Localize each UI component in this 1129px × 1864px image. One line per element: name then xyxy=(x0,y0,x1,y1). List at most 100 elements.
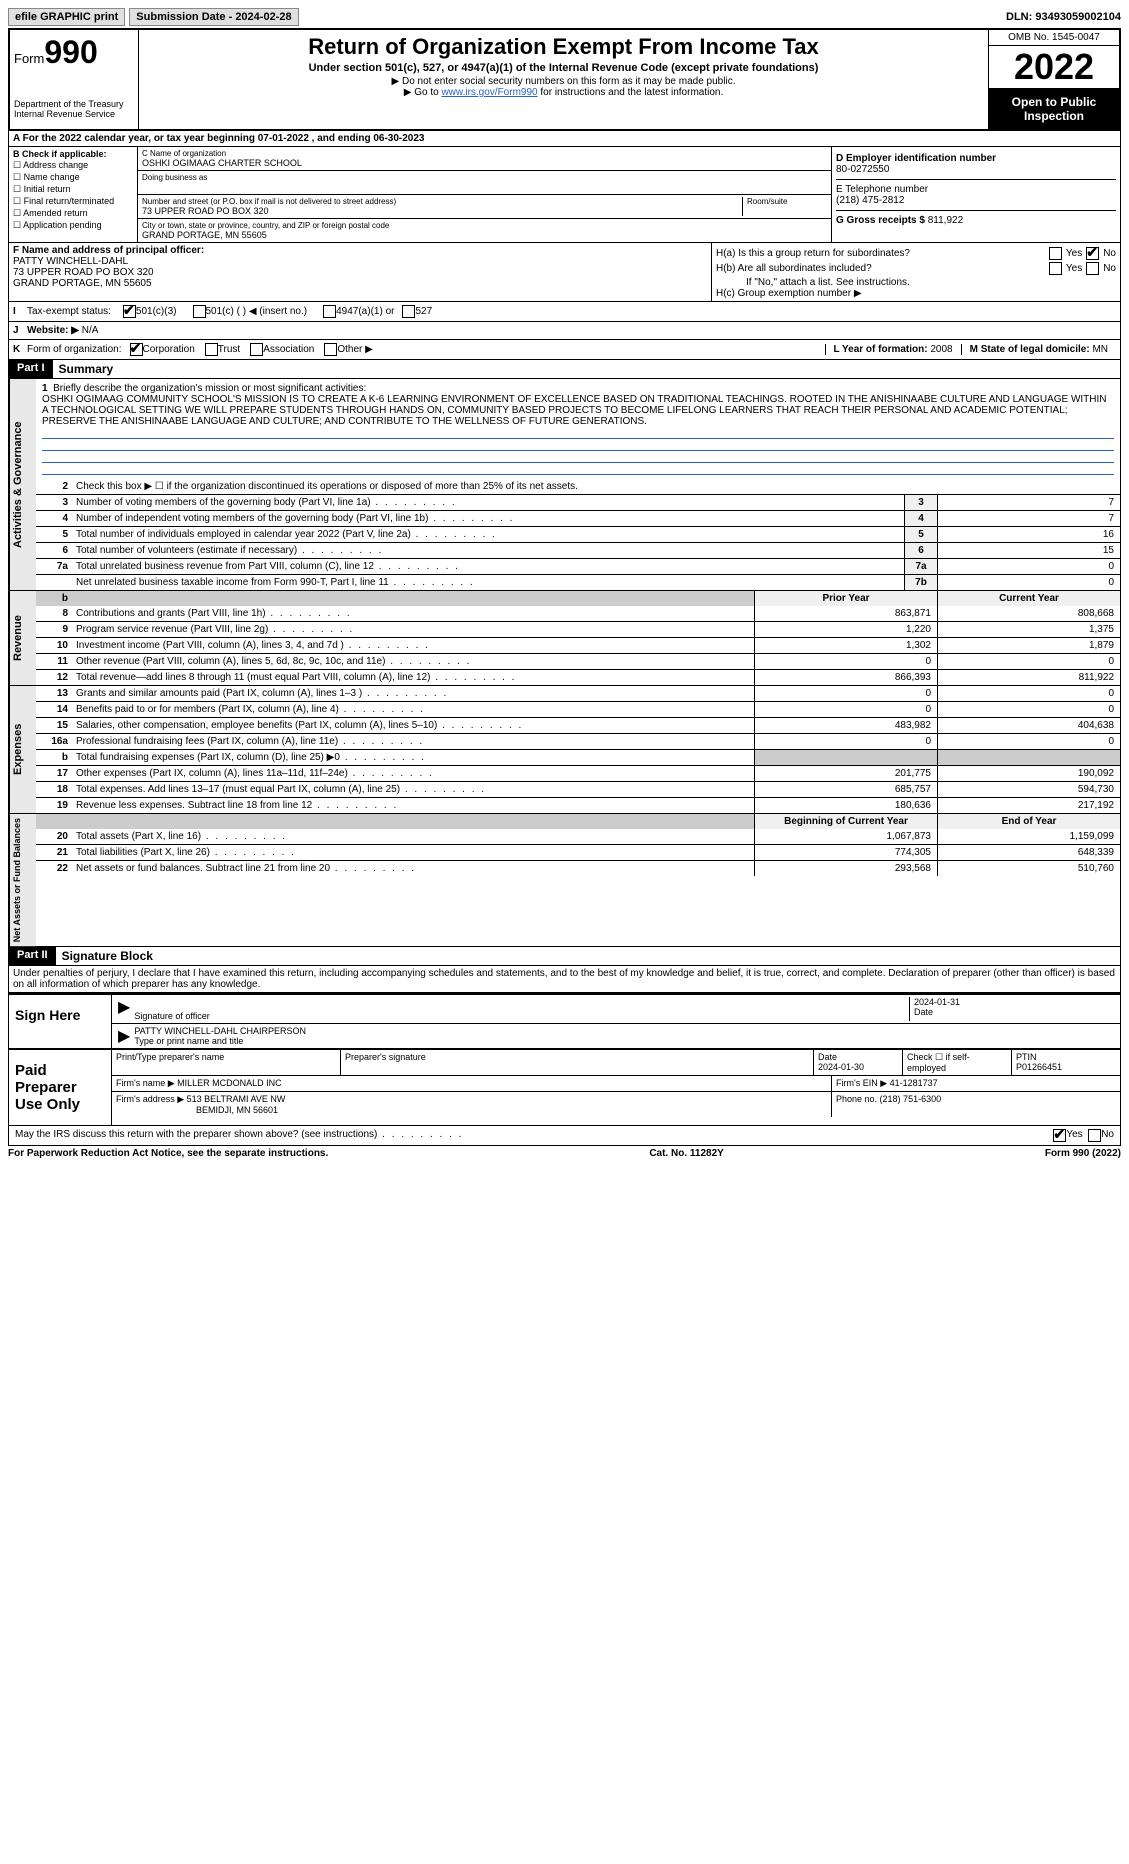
mission-label: Briefly describe the organization's miss… xyxy=(53,383,366,394)
irs-yes[interactable] xyxy=(1053,1129,1066,1142)
gross-value: 811,922 xyxy=(928,215,963,226)
part2-header: Part II Signature Block xyxy=(8,947,1121,966)
hb-yes[interactable] xyxy=(1049,262,1062,275)
chk-501c[interactable] xyxy=(193,305,206,318)
firm-label: Firm's name ▶ xyxy=(116,1078,177,1088)
period-a: For the 2022 calendar year, or tax year … xyxy=(23,133,258,144)
exp-section: Expenses 13Grants and similar amounts pa… xyxy=(8,686,1121,814)
note2-pre: ▶ Go to xyxy=(404,87,442,98)
officer-group-row: F Name and address of principal officer:… xyxy=(8,243,1121,302)
data-line: 21Total liabilities (Part X, line 26)774… xyxy=(36,844,1120,860)
irs-q-text: May the IRS discuss this return with the… xyxy=(15,1129,1053,1142)
rev-hdr: b Prior Year Current Year xyxy=(36,591,1120,606)
hb-no[interactable] xyxy=(1086,262,1099,275)
footer-right: Form 990 (2022) xyxy=(1045,1148,1121,1159)
chk-other[interactable] xyxy=(324,343,337,356)
irs-link[interactable]: www.irs.gov/Form990 xyxy=(441,87,537,98)
dln-label: DLN: 93493059002104 xyxy=(1006,11,1121,23)
dept-label: Department of the Treasury Internal Reve… xyxy=(14,99,134,119)
tax-period-row: A For the 2022 calendar year, or tax yea… xyxy=(8,131,1121,147)
form-title: Return of Organization Exempt From Incom… xyxy=(143,34,984,60)
ein-label: D Employer identification number xyxy=(836,153,996,164)
entity-block: B Check if applicable: ☐ Address change … xyxy=(8,147,1121,243)
rev-vlabel: Revenue xyxy=(9,591,36,685)
m-value: MN xyxy=(1092,344,1108,355)
part1-tag: Part I xyxy=(9,360,53,378)
room-label: Room/suite xyxy=(747,197,827,206)
data-line: 16aProfessional fundraising fees (Part I… xyxy=(36,733,1120,749)
chk-assoc[interactable] xyxy=(250,343,263,356)
data-line: 20Total assets (Part X, line 16)1,067,87… xyxy=(36,829,1120,844)
chk-address[interactable]: ☐ Address change xyxy=(13,160,133,171)
chk-501c3[interactable] xyxy=(123,305,136,318)
part1-header: Part I Summary xyxy=(8,360,1121,379)
prep-ptin: P01266451 xyxy=(1016,1062,1062,1072)
block-b-label: B Check if applicable: xyxy=(13,149,107,159)
sign-here-label: Sign Here xyxy=(9,995,112,1048)
data-line: 8Contributions and grants (Part VIII, li… xyxy=(36,606,1120,621)
period-b: , and ending xyxy=(309,133,373,144)
gov-line: 4Number of independent voting members of… xyxy=(36,510,1120,526)
na-section: Net Assets or Fund Balances Beginning of… xyxy=(8,814,1121,947)
firm-ein: 41-1281737 xyxy=(890,1078,938,1088)
chk-name[interactable]: ☐ Name change xyxy=(13,172,133,183)
sig-name-label: Type or print name and title xyxy=(134,1036,243,1046)
chk-final[interactable]: ☐ Final return/terminated xyxy=(13,196,133,207)
footer-left: For Paperwork Reduction Act Notice, see … xyxy=(8,1148,328,1159)
chk-corp[interactable] xyxy=(130,343,143,356)
prep-h1: Print/Type preparer's name xyxy=(116,1052,224,1062)
tel-label: E Telephone number xyxy=(836,184,928,195)
data-line: 12Total revenue—add lines 8 through 11 (… xyxy=(36,669,1120,685)
mission-num: 1 xyxy=(42,383,48,394)
part2-title: Signature Block xyxy=(56,947,159,965)
prep-h3: Date xyxy=(818,1052,837,1062)
period-begin: 07-01-2022 xyxy=(258,133,309,144)
prep-h4: Check ☐ if self-employed xyxy=(907,1052,970,1073)
period-end: 06-30-2023 xyxy=(373,133,424,144)
efile-print-button[interactable]: efile GRAPHIC print xyxy=(8,8,125,26)
chk-527[interactable] xyxy=(402,305,415,318)
note2-post: for instructions and the latest informat… xyxy=(538,87,724,98)
submission-date-button[interactable]: Submission Date - 2024-02-28 xyxy=(129,8,298,26)
part1-title: Summary xyxy=(53,360,120,378)
mission-block: 1 Briefly describe the organization's mi… xyxy=(36,379,1120,479)
ha-label: H(a) Is this a group return for subordin… xyxy=(716,248,1045,259)
ha-no[interactable] xyxy=(1086,247,1099,260)
penalty-text: Under penalties of perjury, I declare th… xyxy=(8,966,1121,993)
form-subtitle: Under section 501(c), 527, or 4947(a)(1)… xyxy=(143,62,984,74)
block-b: B Check if applicable: ☐ Address change … xyxy=(9,147,138,242)
chk-pending[interactable]: ☐ Application pending xyxy=(13,220,133,231)
prep-h5: PTIN xyxy=(1016,1052,1037,1062)
hc-label: H(c) Group exemption number ▶ xyxy=(716,288,1116,299)
dba-label: Doing business as xyxy=(142,173,827,182)
chk-trust[interactable] xyxy=(205,343,218,356)
block-f: F Name and address of principal officer:… xyxy=(9,243,712,301)
m-label: M State of legal domicile: xyxy=(970,344,1093,355)
l-label: L Year of formation: xyxy=(834,344,931,355)
form-number: Form990 xyxy=(14,34,134,71)
prep-label: Paid Preparer Use Only xyxy=(9,1050,112,1125)
firm-phone: (218) 751-6300 xyxy=(880,1094,942,1104)
data-line: 15Salaries, other compensation, employee… xyxy=(36,717,1120,733)
irs-no[interactable] xyxy=(1088,1129,1101,1142)
tel-value: (218) 475-2812 xyxy=(836,195,904,206)
j-label: J xyxy=(13,325,27,336)
rev-section: Revenue b Prior Year Current Year 8Contr… xyxy=(8,591,1121,686)
block-c: C Name of organization OSHKI OGIMAAG CHA… xyxy=(138,147,832,242)
chk-initial[interactable]: ☐ Initial return xyxy=(13,184,133,195)
chk-4947[interactable] xyxy=(323,305,336,318)
block-h: H(a) Is this a group return for subordin… xyxy=(712,243,1120,301)
ha-yes[interactable] xyxy=(1049,247,1062,260)
gov-line: Net unrelated business taxable income fr… xyxy=(36,574,1120,590)
city-label: City or town, state or province, country… xyxy=(142,221,827,230)
firm-addr: 513 BELTRAMI AVE NW xyxy=(187,1094,286,1104)
gov-line: 7aTotal unrelated business revenue from … xyxy=(36,558,1120,574)
chk-amended[interactable]: ☐ Amended return xyxy=(13,208,133,219)
hb-label: H(b) Are all subordinates included? xyxy=(716,263,1045,274)
sig-date: 2024-01-31 xyxy=(914,997,960,1007)
sig-officer-label: Signature of officer xyxy=(134,1011,209,1021)
gov-line: 5Total number of individuals employed in… xyxy=(36,526,1120,542)
l-value: 2008 xyxy=(930,344,952,355)
mission-text: OSHKI OGIMAAG COMMUNITY SCHOOL'S MISSION… xyxy=(42,394,1107,427)
hb-note: If "No," attach a list. See instructions… xyxy=(716,277,1116,288)
